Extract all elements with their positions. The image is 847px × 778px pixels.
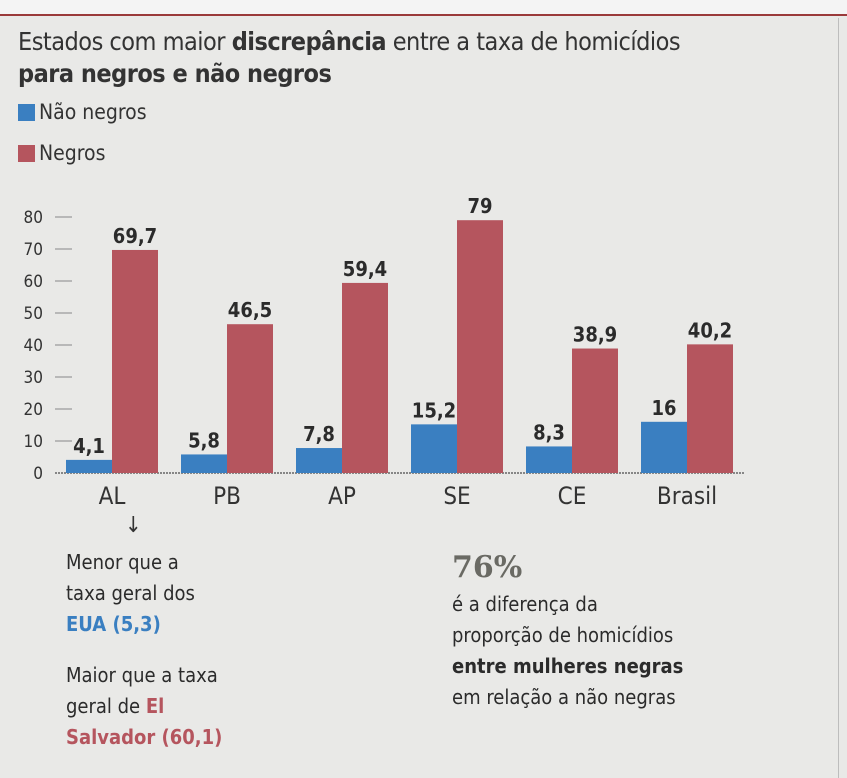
value-label: 40,2 (688, 318, 732, 342)
y-tick-label: 50 (24, 304, 43, 324)
stat-line: proporção de homicídios (452, 623, 674, 647)
stat-line: em relação a não negras (452, 685, 676, 709)
legend-swatch-nao-negros (18, 103, 35, 121)
value-label: 69,7 (113, 224, 157, 248)
value-label: 4,1 (73, 434, 105, 458)
value-label: 46,5 (228, 298, 272, 322)
y-tick-label: 70 (24, 240, 43, 260)
note-line: Menor que a (66, 550, 179, 574)
legend-item-nao-negros: Não negros (18, 100, 147, 124)
note-highlight-el: El (145, 694, 165, 718)
title-text-2: entre a taxa de homicídios (386, 27, 681, 56)
y-tick-label: 0 (33, 464, 43, 484)
value-label: 5,8 (188, 428, 220, 452)
value-label: 59,4 (343, 257, 387, 281)
title-bold-2: para negros e não negros (18, 59, 332, 88)
legend-item-negros: Negros (18, 141, 105, 165)
legend-swatch-negros (18, 144, 35, 162)
al-note-el-salvador: Maior que a taxa geral de El Salvador (6… (66, 660, 222, 753)
stat-line: é a diferença da (452, 592, 598, 616)
page-top-edge (0, 0, 847, 16)
bar-nao-negros-pb (181, 454, 227, 473)
note-highlight-salvador: Salvador (60,1) (66, 725, 223, 749)
value-label: 7,8 (303, 422, 335, 446)
y-tick-label: 80 (24, 208, 43, 228)
note-line: geral de (66, 694, 146, 718)
y-tick-label: 10 (24, 432, 43, 452)
value-label: 38,9 (573, 323, 617, 347)
value-label: 15,2 (412, 398, 456, 422)
al-note-usa: Menor que a taxa geral dos EUA (5,3) (66, 547, 195, 640)
bar-negros-ap (342, 282, 388, 473)
title-text-1: Estados com maior (18, 27, 232, 56)
bar-negros-se (457, 220, 503, 473)
bar-nao-negros-ce (526, 446, 572, 473)
legend-label-negros: Negros (39, 141, 106, 165)
bar-nao-negros-ap (296, 448, 342, 473)
bar-nao-negros-al (66, 459, 112, 473)
y-tick-label: 40 (24, 336, 43, 356)
value-label: 16 (651, 396, 676, 420)
note-line: Maior que a taxa (66, 663, 218, 687)
x-category-label: AL (99, 482, 126, 510)
legend-label-nao-negros: Não negros (39, 100, 147, 124)
value-label: 79 (467, 194, 492, 218)
value-label: 8,3 (533, 420, 565, 444)
y-tick-label: 30 (24, 368, 43, 388)
y-tick-label: 20 (24, 400, 43, 420)
bar-negros-ce (572, 348, 618, 473)
bar-negros-brasil (687, 344, 733, 473)
chart-title: Estados com maior discrepância entre a t… (18, 26, 681, 90)
bar-negros-pb (227, 324, 273, 473)
x-category-label: Brasil (657, 482, 717, 510)
title-bold-1: discrepância (231, 27, 387, 56)
bar-negros-al (112, 249, 158, 473)
note-highlight-usa: EUA (5,3) (66, 612, 161, 636)
down-arrow-icon: ↓ (125, 513, 142, 538)
y-tick-label: 60 (24, 272, 43, 292)
x-category-label: CE (558, 482, 587, 510)
stat-value: 76% (452, 550, 523, 585)
x-category-label: SE (443, 482, 470, 510)
x-category-label: PB (213, 482, 241, 510)
page-fold-line (838, 18, 839, 778)
bar-nao-negros-se (411, 424, 457, 473)
note-line: taxa geral dos (66, 581, 195, 605)
bar-nao-negros-brasil (641, 421, 687, 473)
stat-description: é a diferença da proporção de homicídios… (452, 589, 683, 713)
x-category-label: AP (328, 482, 356, 510)
stat-line-bold: entre mulheres negras (452, 654, 684, 678)
